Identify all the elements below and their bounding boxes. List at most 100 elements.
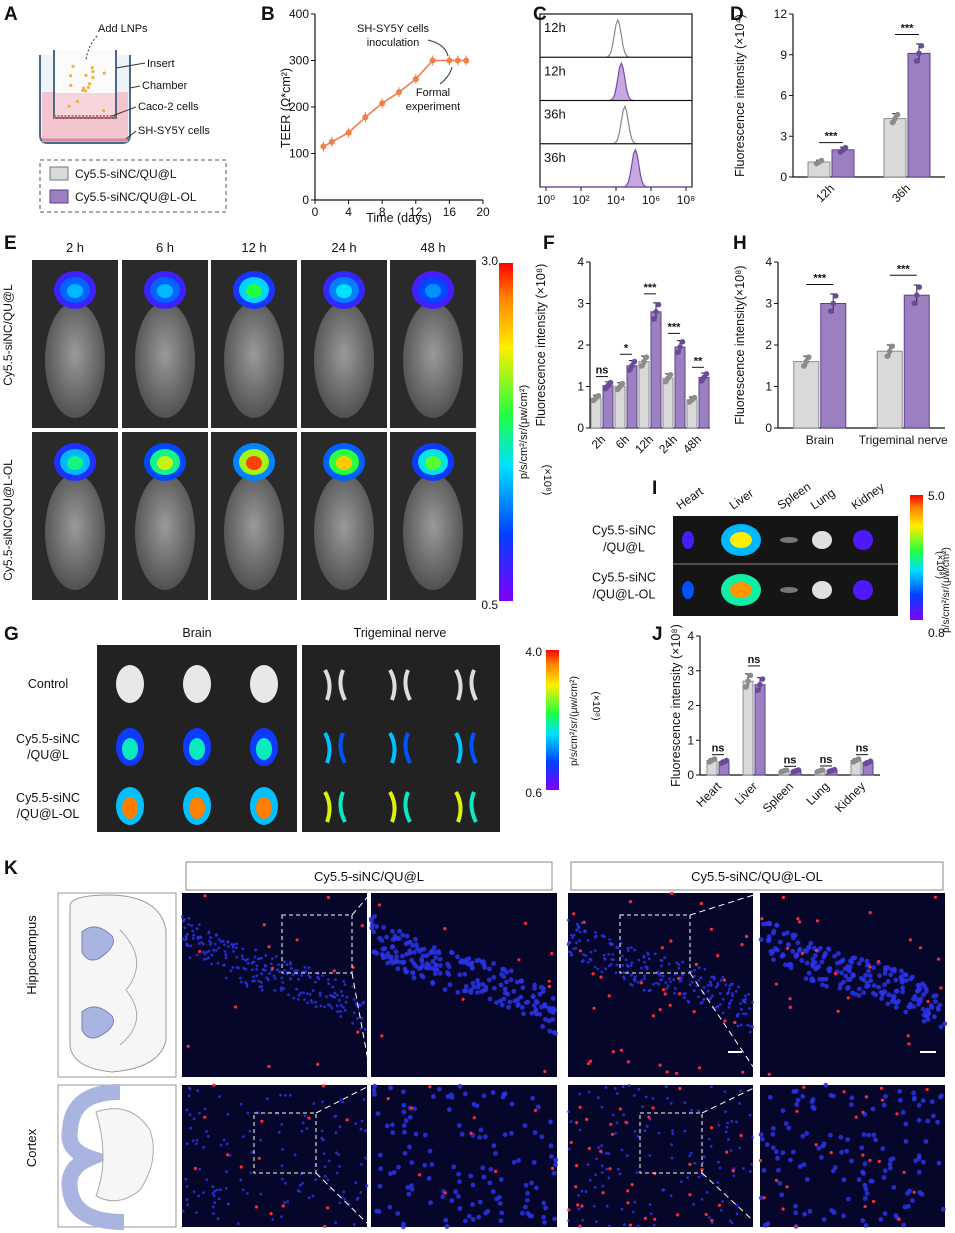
k-nucleus	[506, 1004, 511, 1010]
k-nucleus	[192, 1117, 196, 1121]
k-nucleus	[607, 1176, 611, 1180]
panel-label-h: H	[733, 233, 747, 254]
k-nucleus	[222, 1138, 226, 1142]
k-nucleus	[226, 940, 230, 944]
k-signal	[582, 920, 586, 924]
k-signal	[668, 1003, 672, 1007]
k-nucleus	[916, 1117, 922, 1123]
k-nucleus	[455, 954, 460, 960]
k-nucleus	[232, 950, 236, 953]
chart-h-y-tick-label: 3	[765, 297, 772, 311]
k-nucleus	[190, 924, 194, 927]
k-nucleus	[248, 1129, 252, 1133]
k-nucleus	[497, 1194, 502, 1200]
k-nucleus	[437, 1086, 442, 1092]
k-nucleus	[184, 934, 188, 938]
k-nucleus	[935, 1119, 940, 1125]
b-points	[320, 55, 470, 152]
k-nucleus	[669, 1102, 673, 1105]
g-brain	[116, 665, 144, 703]
k-nucleus	[214, 933, 218, 937]
chart-h-dot	[913, 292, 920, 299]
g-row-label: Control	[28, 677, 68, 691]
k-nucleus	[339, 1009, 342, 1013]
chart-h-dot	[830, 300, 837, 307]
k-nucleus	[477, 1199, 483, 1205]
k-nucleus	[876, 984, 881, 990]
b-annot-formal-2: experiment	[406, 101, 460, 113]
k-nucleus	[847, 977, 853, 983]
k-nucleus	[729, 1149, 733, 1152]
k-nucleus	[776, 1167, 781, 1173]
k-nucleus	[187, 923, 190, 926]
k-nucleus	[255, 968, 258, 971]
k-signal	[758, 1159, 763, 1163]
k-nucleus	[211, 1185, 215, 1189]
chart-f-dot	[629, 362, 635, 369]
e-row-label-ql: Cy5.5-siNC/QU@L	[1, 284, 15, 386]
k-nucleus	[207, 931, 211, 935]
k-nucleus	[356, 1017, 359, 1020]
k-nucleus	[788, 1157, 793, 1163]
k-nucleus	[932, 1014, 937, 1020]
k-nucleus	[917, 1190, 923, 1195]
k-nucleus	[670, 1143, 673, 1147]
k-nucleus	[697, 966, 701, 970]
b-x-tick-label: 16	[443, 205, 457, 219]
k-nucleus	[289, 977, 292, 981]
k-nucleus	[593, 949, 597, 952]
k-nucleus	[764, 1142, 770, 1147]
k-signal	[788, 997, 792, 1001]
k-nucleus	[409, 1183, 414, 1188]
k-nucleus	[302, 991, 305, 994]
k-nucleus	[891, 994, 897, 999]
k-nucleus	[622, 1223, 626, 1226]
k-nucleus	[184, 937, 188, 940]
k-nucleus	[390, 1122, 395, 1128]
k-nucleus	[916, 1156, 922, 1161]
i-organ-label: Liver	[727, 486, 756, 512]
k-nucleus	[717, 1123, 721, 1127]
k-nucleus	[719, 978, 723, 982]
k-nucleus	[605, 1167, 609, 1171]
k-nucleus	[305, 1127, 309, 1130]
k-nucleus	[893, 1005, 899, 1010]
k-nucleus	[665, 987, 669, 990]
k-signal	[316, 1062, 320, 1066]
k-nucleus	[240, 954, 244, 958]
k-nucleus	[273, 989, 277, 992]
k-nucleus	[608, 942, 612, 945]
k-nucleus	[446, 1107, 452, 1112]
k-nucleus	[546, 1018, 552, 1024]
k-nucleus	[532, 982, 538, 988]
k-nucleus	[244, 981, 248, 984]
b-annot-formal-1: Formal	[416, 87, 450, 99]
k-nucleus	[748, 1030, 752, 1034]
chart-h-bar	[876, 350, 903, 429]
k-nucleus	[281, 1177, 284, 1181]
c-row-label: 12h	[544, 20, 566, 35]
chart-h-dot	[911, 300, 918, 307]
k-signal	[418, 1173, 422, 1177]
k-nucleus	[523, 1000, 529, 1005]
k-nucleus	[188, 1087, 192, 1091]
k-nucleus	[861, 990, 866, 996]
chart-d-sig-label: ***	[825, 131, 839, 143]
k-nucleus	[185, 1198, 189, 1201]
e-signal-core	[246, 284, 262, 298]
k-nucleus	[239, 1102, 243, 1106]
g-nerve	[403, 791, 412, 823]
k-signal	[386, 1097, 390, 1101]
e-mouse-body	[45, 474, 105, 590]
k-nucleus	[481, 962, 487, 968]
k-nucleus	[735, 1204, 739, 1207]
k-nucleus	[529, 1010, 535, 1016]
k-nucleus	[314, 1178, 318, 1182]
k-nucleus	[195, 1138, 199, 1142]
k-nucleus	[620, 1207, 624, 1211]
k-micrograph	[371, 893, 557, 1077]
b-annot-inoculation-1: SH-SY5Y cells	[357, 23, 429, 35]
k-nucleus	[520, 985, 526, 991]
k-nucleus	[721, 997, 725, 1001]
k-nucleus	[686, 999, 690, 1003]
